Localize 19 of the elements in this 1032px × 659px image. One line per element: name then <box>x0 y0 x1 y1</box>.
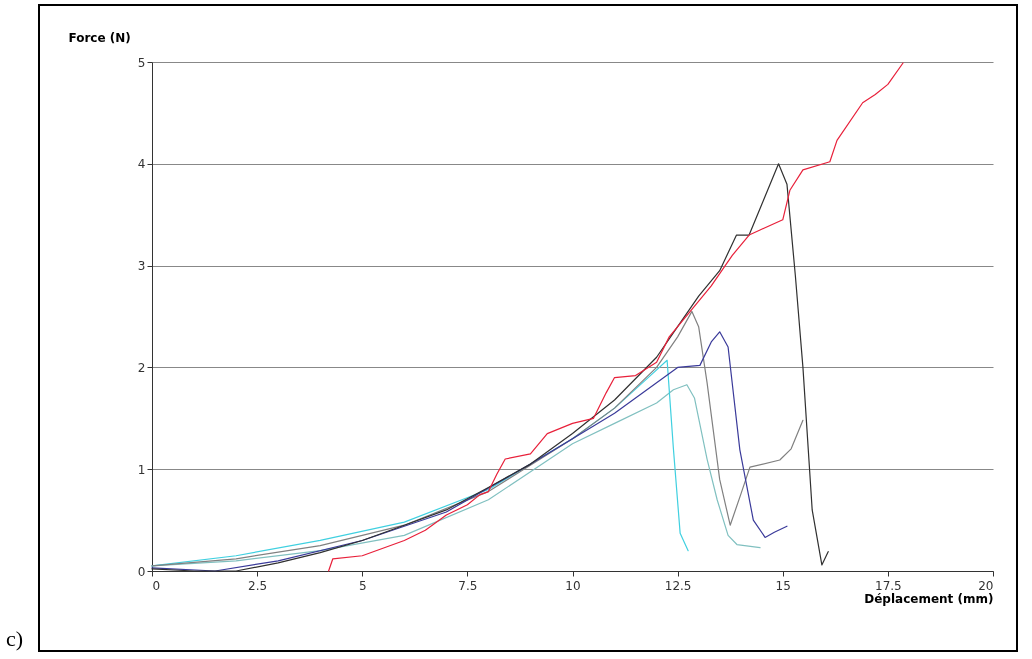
x-axis-title: Déplacement (mm) <box>864 591 994 606</box>
y-axis-title: Force (N) <box>68 30 131 45</box>
y-tick-label: 4 <box>137 157 146 172</box>
x-tick-label: 17.5 <box>875 578 902 593</box>
x-tick-label: 0 <box>152 578 161 593</box>
y-tick-label: 5 <box>137 55 146 70</box>
y-tick-label: 1 <box>137 462 146 477</box>
x-tick-label: 15 <box>775 578 791 593</box>
text: c) <box>6 626 24 652</box>
y-tick-label: 2 <box>137 360 146 375</box>
x-tick-label: 12.5 <box>664 578 692 593</box>
line-series <box>328 62 904 572</box>
x-tick-label: 2.5 <box>248 578 268 593</box>
y-tick-label: 0 <box>137 564 146 579</box>
x-tick-label: 5 <box>358 578 367 593</box>
x-tick-label: 10 <box>565 578 581 593</box>
x-tick-label: 7.5 <box>458 578 478 593</box>
y-tick-label: 3 <box>137 259 146 274</box>
x-tick-label: 20 <box>978 578 994 593</box>
